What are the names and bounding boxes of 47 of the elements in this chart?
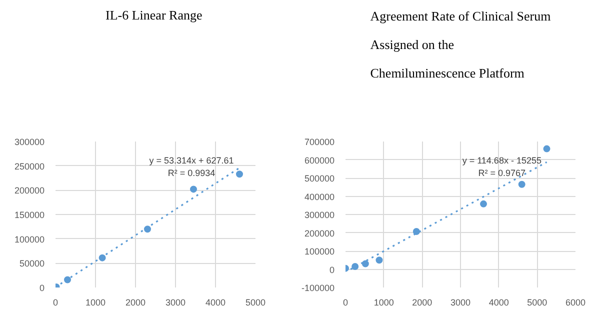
point bbox=[236, 170, 243, 178]
x-tick-label: 4000 bbox=[205, 298, 226, 308]
chart-title: Agreement Rate of Clinical Serum Assigned on the Chemiluminescence Platform bbox=[370, 8, 551, 80]
y-tick-label: 150000 bbox=[14, 210, 45, 220]
chart-title: IL-6 Linear Range bbox=[106, 8, 202, 22]
x-tick-label: 0 bbox=[342, 298, 348, 308]
y-tick-label: -100000 bbox=[301, 283, 334, 293]
annotation: R² = 0.9767 bbox=[478, 168, 526, 178]
y-tick-label: 100000 bbox=[14, 234, 45, 244]
point bbox=[144, 226, 151, 233]
point bbox=[543, 145, 550, 152]
y-tick-label: 50000 bbox=[19, 258, 45, 269]
y-tick-label: 200000 bbox=[14, 186, 45, 196]
point bbox=[64, 276, 71, 284]
point bbox=[98, 254, 106, 262]
annotation: y = 53.314x + 627.61 bbox=[149, 155, 234, 166]
x-tick-label: 6000 bbox=[565, 298, 586, 308]
annotation: R² = 0.9934 bbox=[168, 168, 216, 178]
y-tick-label: 700000 bbox=[304, 137, 335, 147]
point bbox=[376, 256, 383, 264]
point bbox=[362, 260, 369, 268]
x-tick-label: 3000 bbox=[450, 298, 471, 308]
point bbox=[480, 200, 487, 208]
y-tick-label: 0 bbox=[329, 264, 335, 275]
x-tick-label: 2000 bbox=[125, 298, 146, 308]
x-tick-label: 1000 bbox=[374, 298, 394, 308]
y-tick-label: 600000 bbox=[304, 155, 335, 166]
y-tick-label: 200000 bbox=[304, 228, 335, 238]
point bbox=[412, 228, 420, 235]
x-tick-label: 3000 bbox=[165, 298, 186, 308]
point bbox=[518, 180, 526, 188]
y-tick-label: 300000 bbox=[304, 210, 335, 220]
x-tick-label: 5000 bbox=[527, 298, 548, 308]
point bbox=[352, 263, 359, 270]
x-tick-label: 0 bbox=[52, 298, 58, 308]
x-tick-label: 2000 bbox=[412, 298, 432, 308]
y-tick-label: 100000 bbox=[304, 246, 335, 256]
x-tick-label: 5000 bbox=[245, 298, 266, 308]
x-tick-label: 4000 bbox=[488, 298, 509, 308]
y-tick-label: 0 bbox=[39, 283, 45, 293]
y-tick-label: 250000 bbox=[14, 161, 45, 172]
y-tick-label: 400000 bbox=[304, 192, 335, 202]
annotation: y = 114.68x - 15255 bbox=[462, 155, 542, 166]
y-tick-label: 500000 bbox=[304, 174, 335, 184]
y-tick-label: 300000 bbox=[14, 137, 45, 147]
x-tick-label: 1000 bbox=[85, 298, 106, 308]
point bbox=[190, 186, 197, 193]
